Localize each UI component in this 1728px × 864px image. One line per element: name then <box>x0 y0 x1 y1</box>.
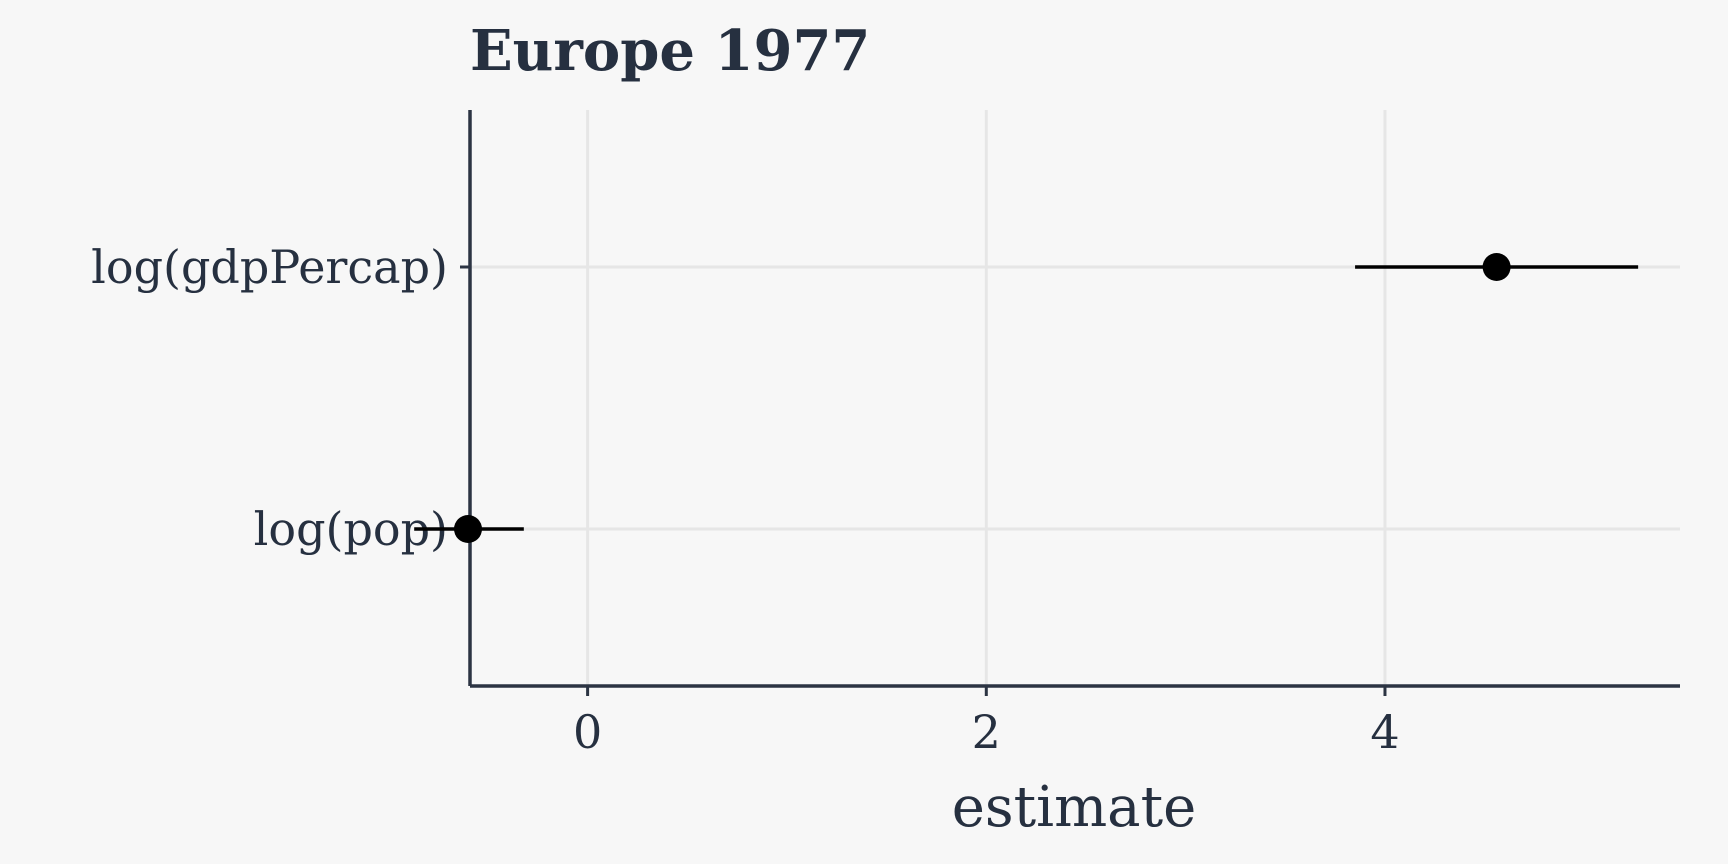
x-axis-title: estimate <box>952 775 1196 840</box>
grid <box>470 110 1680 686</box>
chart-title: Europe 1977 <box>470 18 870 84</box>
estimate-point-0 <box>1482 253 1511 281</box>
x-tick-label-0: 0 <box>573 705 602 759</box>
data-marks <box>414 253 1639 543</box>
estimate-point-1 <box>454 515 483 543</box>
x-tick-label-1: 2 <box>972 705 1001 759</box>
y-tick-label-0: log(gdpPercap) <box>91 240 448 294</box>
x-tick-label-2: 4 <box>1370 705 1399 759</box>
